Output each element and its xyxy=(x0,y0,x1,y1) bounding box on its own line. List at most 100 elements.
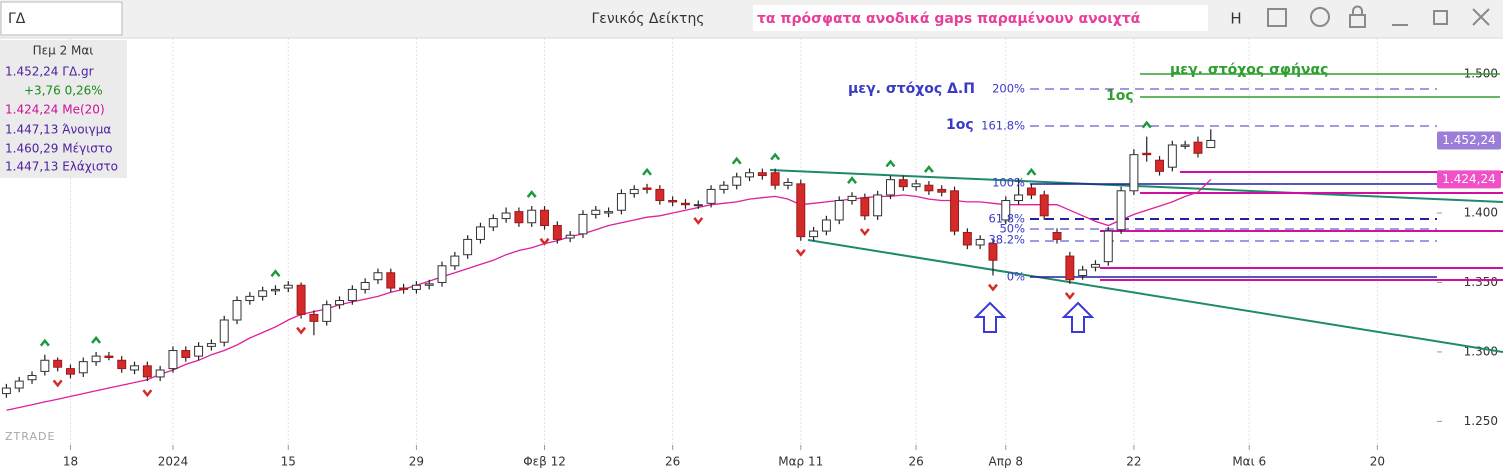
note-text: τα πρόσφατα ανοδικά gaps παραμένουν ανοι… xyxy=(757,11,1141,27)
candle-body xyxy=(347,288,357,302)
y-tick-label: 1.400 xyxy=(1464,206,1498,220)
toolbar: ΓΔ Γενικός Δείκτης τα πρόσφατα ανοδικά g… xyxy=(0,0,1503,39)
candle-body xyxy=(373,272,383,281)
icon-panel[interactable] xyxy=(1267,8,1287,27)
fib-labels: 200% 161.8% 100% 61.8%50%38.2% 0% xyxy=(981,82,1025,284)
icon-lock[interactable] xyxy=(1349,14,1366,28)
fib-label: 61.8% xyxy=(988,212,1025,226)
candle-body xyxy=(1129,154,1139,192)
candle-body xyxy=(283,284,293,289)
candle-body xyxy=(40,359,50,372)
info-ma: 1.424,24 Me(20) xyxy=(5,103,105,117)
candle-body xyxy=(1142,152,1152,156)
annotations: μεγ. στόχος Δ.Π 1ος 1ος μεγ. στόχος σφήν… xyxy=(848,62,1328,133)
last-value-label: 1.452,24 xyxy=(1442,133,1495,147)
annotation: μεγ. στόχος σφήνας xyxy=(1170,62,1328,78)
candle-body xyxy=(399,287,409,290)
signal-down xyxy=(859,228,870,236)
candle-body xyxy=(604,211,614,214)
candle-body xyxy=(578,213,588,235)
fib-label: 100% xyxy=(992,176,1025,190)
x-tick-label: Μαρ 11 xyxy=(778,455,823,469)
candle-body xyxy=(770,172,780,186)
candle-body xyxy=(386,272,396,289)
y-tick-label: 1.350 xyxy=(1464,275,1498,289)
candle-body xyxy=(194,345,204,357)
plot: 1.452,24 1.424,24 xyxy=(1,120,1501,411)
candle-body xyxy=(898,179,908,188)
icon-close[interactable] xyxy=(1472,8,1490,26)
x-tick-label: 26 xyxy=(665,455,680,469)
icon-restore[interactable] xyxy=(1433,10,1448,25)
icon-lock-shackle xyxy=(1352,5,1363,15)
x-tick-label: 22 xyxy=(1126,455,1141,469)
icon-comment[interactable] xyxy=(1310,7,1330,27)
x-tick-label: 26 xyxy=(908,455,923,469)
h-button[interactable]: H xyxy=(1230,10,1241,28)
candle-body xyxy=(552,225,562,240)
info-background xyxy=(0,40,127,178)
candle-body xyxy=(206,343,216,347)
x-tick-label: 2024 xyxy=(158,455,189,469)
candle-body xyxy=(680,202,690,206)
candle-body xyxy=(706,188,716,204)
candle-body xyxy=(1001,200,1011,221)
candle-body xyxy=(642,187,652,190)
signal-up xyxy=(526,190,537,198)
candle-body xyxy=(668,200,678,203)
candle-body xyxy=(1090,263,1100,268)
info-high: 1.460,29 Μέγιστο xyxy=(5,142,112,156)
candle-body xyxy=(937,188,947,193)
candle-body xyxy=(834,200,844,221)
candle-body xyxy=(360,281,370,290)
candle-body xyxy=(424,283,434,286)
signal-up xyxy=(847,176,858,184)
arrow-up xyxy=(973,301,1007,333)
candle-body xyxy=(1039,194,1049,217)
candle-body xyxy=(1078,269,1088,277)
candle-body xyxy=(757,172,767,177)
candle-body xyxy=(411,284,421,290)
candle-body xyxy=(475,226,485,240)
info-change: +3,76 0,26% xyxy=(24,84,103,98)
candle-body xyxy=(629,188,639,195)
candle-body xyxy=(335,300,345,306)
candle-body xyxy=(1014,194,1024,202)
last-value-label: 1.424,24 xyxy=(1442,172,1495,186)
candle-body xyxy=(155,369,165,378)
candle-body xyxy=(847,195,857,202)
candle-body xyxy=(783,181,793,186)
candle-body xyxy=(565,234,575,239)
info-date: Πεμ 2 Μαι xyxy=(33,44,94,58)
candle-body xyxy=(1180,144,1190,147)
signal-down xyxy=(539,237,550,246)
candle-body xyxy=(924,184,934,192)
candle-body xyxy=(1052,231,1062,240)
candle-body xyxy=(53,359,63,368)
candle-body xyxy=(950,190,960,232)
symbol-input[interactable] xyxy=(0,1,123,36)
candle-body xyxy=(962,231,972,246)
candle-body xyxy=(911,183,921,188)
candle-body xyxy=(1065,255,1075,281)
annotation: 1ος xyxy=(1106,88,1134,104)
candle-body xyxy=(732,176,742,186)
info-close: 1.452,24 ΓΔ.gr xyxy=(5,65,94,79)
candle-body xyxy=(821,219,831,232)
candle-body xyxy=(809,230,819,238)
info-panel: Πεμ 2 Μαι 1.452,24 ΓΔ.gr +3,76 0,26% 1.4… xyxy=(0,40,127,178)
signal-up xyxy=(91,335,102,344)
candle-body xyxy=(181,350,191,358)
signal-up xyxy=(270,269,281,278)
fib-label: 38.2% xyxy=(988,233,1025,247)
signal-down xyxy=(142,389,153,398)
x-tick-label: Φεβ 12 xyxy=(523,455,566,469)
info-low: 1.447,13 Ελάχιστο xyxy=(5,160,118,174)
candle-body xyxy=(104,355,114,358)
candle-body xyxy=(437,265,447,283)
drawings xyxy=(769,73,1503,353)
candle-body xyxy=(796,183,806,238)
candle-body xyxy=(168,350,178,370)
